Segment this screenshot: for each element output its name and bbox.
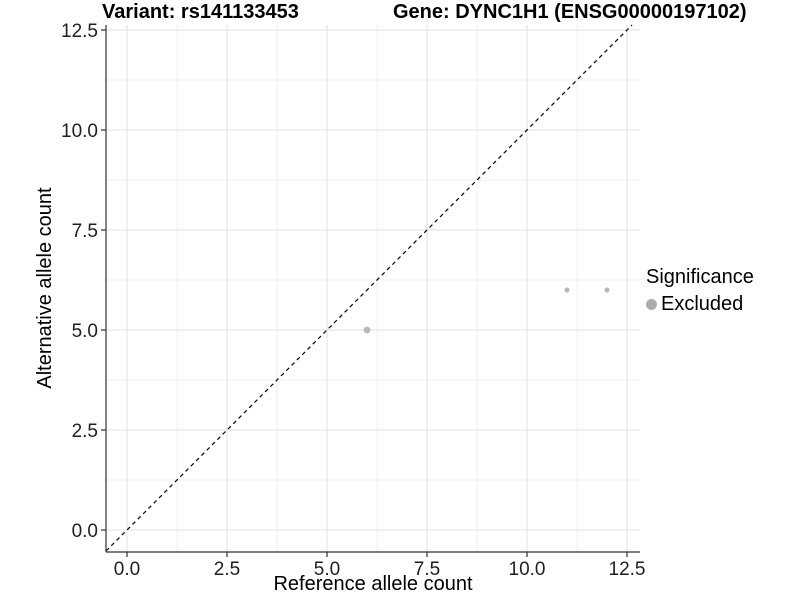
- x-axis-title: Reference allele count: [273, 573, 473, 595]
- legend-item-excluded: Excluded: [646, 293, 754, 316]
- legend-title: Significance: [646, 266, 754, 288]
- x-tick-label: 10.0: [509, 559, 546, 580]
- data-point: [604, 287, 610, 293]
- x-tick-label: 2.5: [214, 559, 240, 580]
- x-tick-label: 12.5: [609, 559, 646, 580]
- data-point: [564, 287, 570, 293]
- y-tick-label: 7.5: [72, 221, 98, 242]
- y-tick-label: 0.0: [72, 521, 98, 542]
- gene-title: Gene: DYNC1H1 (ENSG00000197102): [393, 1, 747, 23]
- y-tick-label: 10.0: [61, 121, 98, 142]
- variant-title: Variant: rs141133453: [102, 1, 299, 23]
- x-tick-label: 0.0: [114, 559, 140, 580]
- y-tick-label: 2.5: [72, 421, 98, 442]
- x-tick-label: 5.0: [314, 559, 340, 580]
- legend: Significance Excluded: [646, 266, 754, 316]
- y-tick-label: 5.0: [72, 321, 98, 342]
- legend-item-label: Excluded: [661, 293, 744, 315]
- legend-dot-icon: [646, 299, 657, 310]
- x-tick-label: 7.5: [414, 559, 440, 580]
- identity-line: [105, 24, 633, 552]
- data-point: [363, 326, 371, 334]
- y-axis-title: Alternative allele count: [34, 187, 56, 389]
- y-tick-label: 12.5: [61, 21, 98, 42]
